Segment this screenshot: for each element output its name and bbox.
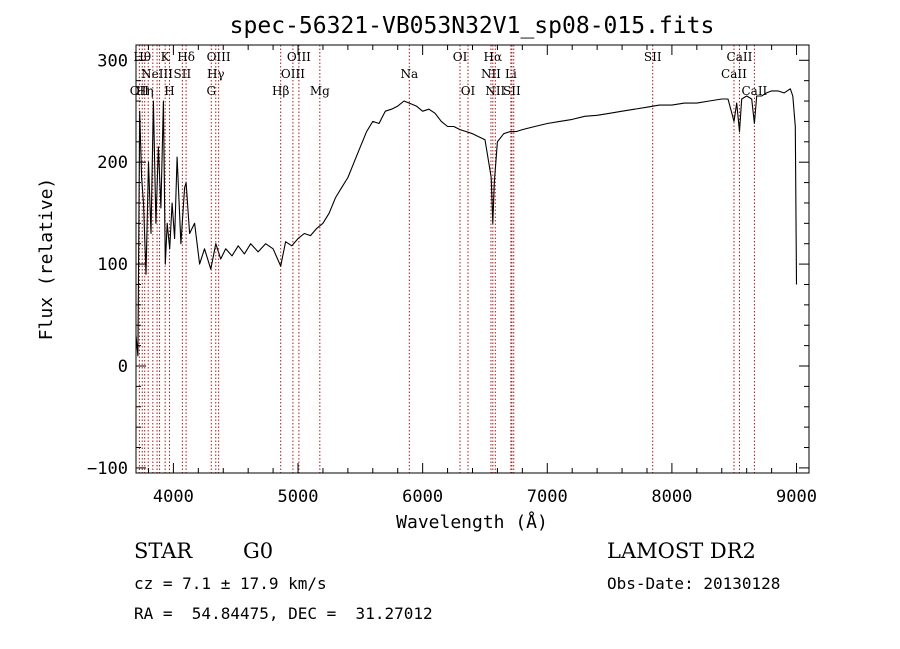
line-marker-label: SII	[644, 50, 662, 64]
line-marker-label: Mg	[310, 84, 330, 98]
line-marker-label: NII	[481, 67, 501, 81]
line-marker-label: Hβ	[272, 84, 289, 98]
object-subclass: G0	[243, 539, 274, 563]
y-tick-label: −100	[87, 459, 128, 479]
line-marker-label: SII	[503, 84, 521, 98]
line-marker-label: K	[161, 50, 171, 64]
plot-frame	[135, 44, 810, 474]
line-marker-label: Na	[400, 67, 418, 81]
x-tick-label: 8000	[651, 487, 692, 507]
line-marker-label: CaII	[721, 67, 747, 81]
line-marker-label: Hγ	[207, 67, 225, 81]
line-marker-label: OI	[453, 50, 468, 64]
line-marker-labels: OIIHθHηNeIIIKHSIIHδGHγOIIIHβOIIIOIIIMgNa…	[130, 50, 768, 98]
x-tick-label: 9000	[776, 487, 817, 507]
line-marker-label: Hδ	[177, 50, 195, 64]
y-axis-label: Flux (relative)	[36, 178, 57, 341]
coordinates: RA = 54.84475, DEC = 31.27012	[134, 604, 433, 623]
x-tick-label: 7000	[527, 487, 568, 507]
line-marker-label: OIII	[281, 67, 305, 81]
line-marker-label: OI	[461, 84, 476, 98]
line-marker-label: OIII	[207, 50, 231, 64]
y-tick-label: 300	[97, 51, 128, 71]
line-marker-label: Li	[505, 67, 517, 81]
line-marker-label: Hα	[484, 50, 503, 64]
y-tick-label: 100	[97, 255, 128, 275]
line-marker-label: SII	[174, 67, 192, 81]
line-marker-label: Hη	[136, 84, 154, 98]
x-tick-label: 6000	[402, 487, 443, 507]
line-marker-label: OII	[130, 84, 150, 98]
line-markers	[138, 45, 755, 473]
line-marker-label: H	[164, 84, 174, 98]
line-marker-label: CaII	[741, 84, 767, 98]
spectrum-line	[135, 88, 798, 357]
chart-title: spec-56321-VB053N32V1_sp08-015.fits	[230, 13, 715, 39]
line-marker-label: NeIII	[141, 67, 173, 81]
x-tick-label: 5000	[278, 487, 319, 507]
axis-tick-labels: 4000 5000 6000 7000 8000 9000 −100 0 100 200 300	[87, 51, 817, 507]
observation-date: Obs-Date: 20130128	[607, 574, 781, 593]
y-tick-label: 200	[97, 153, 128, 173]
survey-name: LAMOST DR2	[607, 539, 756, 563]
line-marker-label: NII	[485, 84, 505, 98]
axis-ticks	[136, 45, 809, 473]
y-tick-label: 0	[118, 357, 128, 377]
x-axis-label: Wavelength (Å)	[396, 511, 548, 533]
object-class: STAR	[134, 539, 193, 563]
line-marker-label: OIII	[287, 50, 311, 64]
line-marker-label: G	[206, 84, 216, 98]
plot-area	[135, 88, 798, 357]
redshift-velocity: cz = 7.1 ± 17.9 km/s	[134, 574, 327, 593]
line-marker-label: CaII	[727, 50, 753, 64]
x-tick-label: 4000	[153, 487, 194, 507]
